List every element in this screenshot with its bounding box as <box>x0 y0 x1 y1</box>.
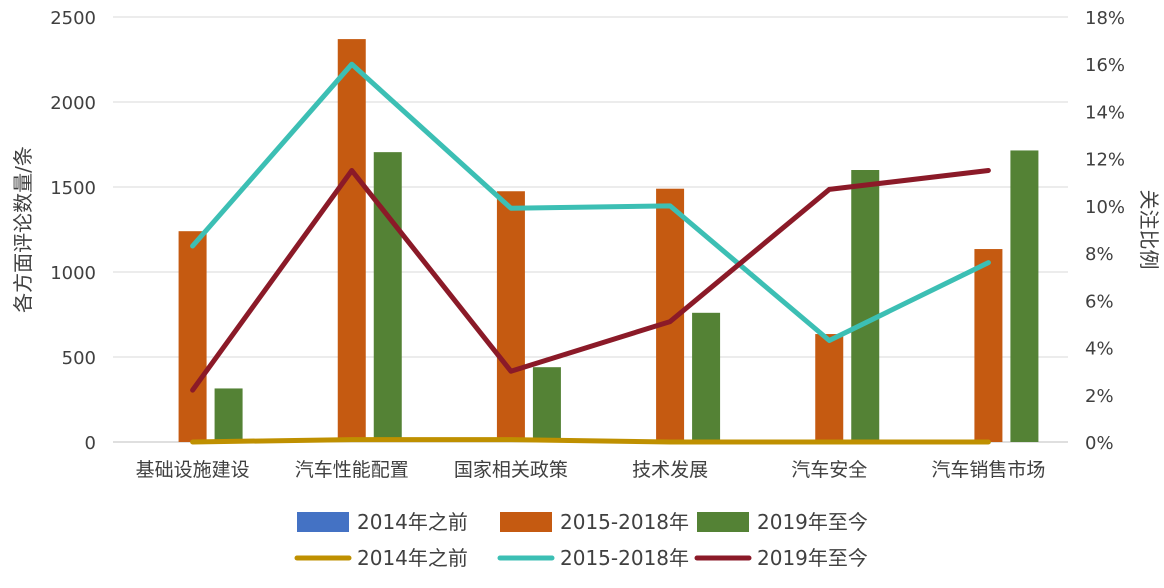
series-line <box>190 437 991 445</box>
legend-label: 2015-2018年 <box>560 510 689 534</box>
legend-swatch <box>500 512 552 532</box>
category-label: 基础设施建设 <box>136 459 250 481</box>
y-left-tick-label: 1000 <box>50 263 96 284</box>
category-label: 汽车销售市场 <box>931 459 1045 481</box>
y-right-tick-label: 4% <box>1085 339 1114 360</box>
bar <box>373 152 402 442</box>
bar <box>214 388 243 442</box>
legend-swatch <box>297 512 349 532</box>
y-right-tick-label: 0% <box>1085 433 1114 454</box>
y-left-tick-label: 0 <box>85 433 96 454</box>
series-line <box>190 168 991 393</box>
y-left-tick-label: 500 <box>62 348 96 369</box>
category-label: 国家相关政策 <box>454 459 568 481</box>
bar <box>974 249 1003 442</box>
y-left-tick-label: 1500 <box>50 178 96 199</box>
y-left-axis-title: 各方面评论数量/条 <box>11 146 35 313</box>
series-line <box>190 61 991 343</box>
y-right-tick-label: 12% <box>1085 150 1125 171</box>
y-right-tick-label: 8% <box>1085 244 1114 265</box>
y-right-tick-label: 10% <box>1085 197 1125 218</box>
y-right-tick-label: 14% <box>1085 102 1125 123</box>
legend-label: 2019年至今 <box>757 510 868 534</box>
category-label: 汽车性能配置 <box>295 459 409 481</box>
legend-swatch <box>697 512 749 532</box>
category-label: 技术发展 <box>632 459 708 481</box>
y-right-tick-label: 16% <box>1085 55 1125 76</box>
bar <box>337 39 366 442</box>
bar <box>815 334 844 442</box>
y-left-tick-label: 2000 <box>50 93 96 114</box>
bar <box>692 312 721 442</box>
legend-label: 2015-2018年 <box>560 546 689 570</box>
bar <box>178 231 207 442</box>
bar <box>532 367 561 442</box>
y-right-axis-title: 关注比例 <box>1137 190 1161 270</box>
bar <box>851 170 880 442</box>
legend-label: 2014年之前 <box>357 546 468 570</box>
y-right-tick-label: 6% <box>1085 291 1114 312</box>
y-right-tick-label: 18% <box>1085 8 1125 29</box>
bar <box>1010 150 1039 442</box>
legend-label: 2014年之前 <box>357 510 468 534</box>
category-label: 汽车安全 <box>791 459 867 481</box>
bar <box>496 191 525 442</box>
y-right-tick-label: 2% <box>1085 386 1114 407</box>
y-left-tick-label: 2500 <box>50 8 96 29</box>
legend-label: 2019年至今 <box>757 546 868 570</box>
